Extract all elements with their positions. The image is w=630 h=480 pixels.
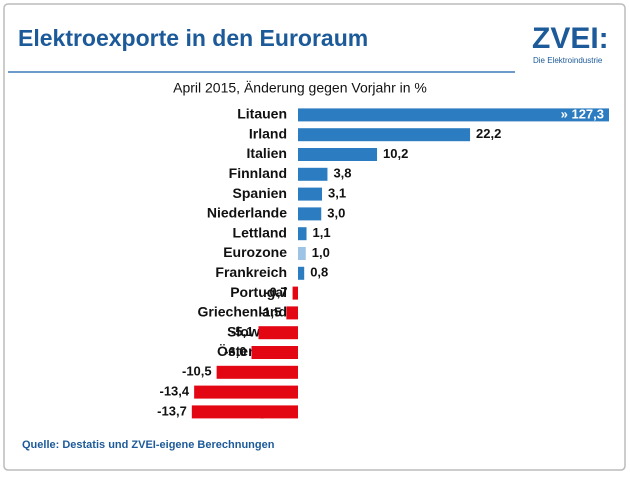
bar — [292, 286, 298, 300]
bar — [194, 385, 298, 399]
value-label: 22,2 — [476, 126, 501, 141]
value-label: -13,4 — [160, 384, 190, 399]
logo: ZVEI: — [532, 22, 609, 55]
value-label: 3,1 — [328, 186, 346, 201]
value-label: -1,5 — [259, 304, 281, 319]
bar — [298, 247, 306, 260]
value-label: -13,7 — [157, 403, 187, 418]
category-label: Eurozone — [223, 244, 287, 260]
bar — [298, 148, 378, 161]
bar — [298, 227, 307, 241]
value-label: 1,1 — [313, 225, 331, 240]
bar — [216, 365, 298, 379]
bar — [298, 128, 471, 142]
bar — [298, 187, 323, 201]
value-label: » 127,3 — [561, 106, 604, 121]
bar — [298, 108, 609, 122]
category-label: Griechenland — [198, 304, 287, 320]
logo-tagline: Die Elektroindustrie — [533, 56, 603, 65]
category-label: Irland — [249, 125, 287, 141]
bar — [298, 266, 305, 280]
chart-title: Elektroexporte in den Euroraum — [18, 25, 368, 51]
value-label: -6,0 — [224, 344, 246, 359]
value-label: 10,2 — [383, 146, 408, 161]
value-label: 3,8 — [333, 166, 351, 181]
category-label: Finnland — [229, 165, 287, 181]
bar — [258, 326, 298, 340]
value-label: -0,7 — [265, 285, 287, 300]
category-label: Litauen — [237, 106, 287, 122]
category-label: Italien — [247, 145, 287, 161]
category-label: Frankreich — [215, 264, 287, 280]
category-label: Lettland — [233, 224, 287, 240]
source: Quelle: Destatis und ZVEI-eigene Berechn… — [22, 439, 275, 451]
category-label: Portugal — [230, 284, 287, 300]
bar — [191, 405, 298, 419]
value-label: -5,1 — [231, 324, 253, 339]
bar — [298, 207, 322, 221]
bar — [251, 346, 298, 359]
value-label: 1,0 — [312, 245, 330, 260]
subtitle: April 2015, Änderung gegen Vorjahr in % — [173, 80, 427, 96]
category-label: Niederlande — [207, 205, 287, 221]
value-label: 0,8 — [310, 265, 328, 280]
category-label: Spanien — [233, 185, 287, 201]
bar — [298, 167, 328, 181]
value-label: -10,5 — [182, 364, 212, 379]
bar — [286, 306, 298, 320]
value-label: 3,0 — [327, 205, 345, 220]
